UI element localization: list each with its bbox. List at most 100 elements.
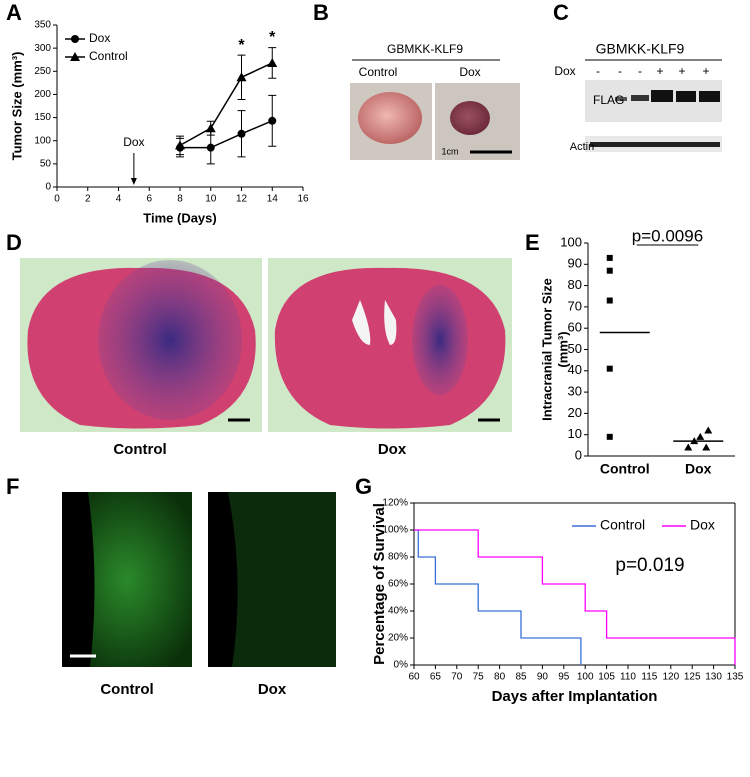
x-tick-label: 115 xyxy=(641,672,657,683)
x-tick-label: 120 xyxy=(662,672,679,683)
x-tick-label: 80 xyxy=(494,672,506,683)
b-title: GBMKK-KLF9 xyxy=(387,42,463,56)
marker xyxy=(606,365,613,372)
marker xyxy=(606,254,613,261)
x-tick-label: 70 xyxy=(451,672,463,683)
c-title: GBMKK-KLF9 xyxy=(596,41,685,57)
survival-line xyxy=(414,529,582,665)
x-tick-label: 130 xyxy=(705,672,722,683)
d-label: Dox xyxy=(378,441,407,458)
x-tick-label: 4 xyxy=(116,194,122,205)
marker xyxy=(684,443,693,451)
panel-letter: C xyxy=(553,0,569,25)
annotation: Dox xyxy=(123,135,144,149)
x-tick-label: 60 xyxy=(408,672,420,683)
y-tick-label: 80% xyxy=(388,552,408,563)
x-tick-label: 65 xyxy=(430,672,442,683)
legend-marker xyxy=(71,35,79,43)
panel-letter: G xyxy=(355,474,372,499)
marker xyxy=(236,72,247,82)
panel-c: GBMKK-KLF9 Dox - - - + + + FLAG Actin xyxy=(554,41,722,153)
p-value: p=0.019 xyxy=(615,555,684,576)
c-sign: + xyxy=(678,64,685,78)
x-tick-label: 10 xyxy=(205,194,217,205)
y-tick-label: 300 xyxy=(34,43,51,54)
c-band-label: FLAG xyxy=(593,93,624,107)
y-tick-label: 20% xyxy=(388,633,408,644)
y-axis-label: Tumor Size (mm³) xyxy=(9,52,24,161)
d-tumor xyxy=(98,260,242,420)
y-tick-label: 0 xyxy=(45,182,51,193)
y-axis-label: (mm³) xyxy=(555,331,570,367)
x-tick-label: 0 xyxy=(54,194,60,205)
d-brain xyxy=(274,267,506,429)
b-label: Dox xyxy=(459,65,480,79)
y-tick-label: 50 xyxy=(40,158,52,169)
c-band xyxy=(631,95,649,101)
annotation: * xyxy=(238,37,245,54)
y-tick-label: 20 xyxy=(568,405,582,420)
marker xyxy=(690,437,699,445)
y-tick-label: 10 xyxy=(568,426,582,441)
annotation: * xyxy=(269,29,276,46)
y-tick-label: 120% xyxy=(382,498,408,509)
marker xyxy=(702,443,711,451)
c-sign: - xyxy=(618,64,622,78)
y-axis-label: Percentage of Survival xyxy=(371,503,388,665)
legend-label: Dox xyxy=(690,517,715,533)
marker xyxy=(268,116,277,125)
x-axis-label: Days after Implantation xyxy=(492,688,658,705)
y-tick-label: 50 xyxy=(568,341,582,356)
c-row-label: Dox xyxy=(554,64,575,78)
y-tick-label: 60 xyxy=(568,320,582,335)
legend-label: Control xyxy=(600,517,645,533)
marker xyxy=(704,426,713,434)
y-tick-label: 200 xyxy=(34,89,51,100)
c-band xyxy=(676,91,696,102)
b-tumor xyxy=(450,101,490,135)
panel-f: Control Dox xyxy=(62,492,336,698)
legend-label: Control xyxy=(89,49,128,63)
marker xyxy=(206,143,215,152)
legend-marker xyxy=(70,52,80,61)
f-dark xyxy=(62,492,95,667)
y-tick-label: 100% xyxy=(382,525,408,536)
marker xyxy=(267,57,278,67)
c-band xyxy=(590,142,720,147)
c-band xyxy=(615,97,627,101)
x-tick-label: 8 xyxy=(177,194,183,205)
x-tick-label: 135 xyxy=(727,672,744,683)
y-tick-label: 350 xyxy=(34,20,51,31)
x-tick-label: 95 xyxy=(558,672,570,683)
c-band xyxy=(699,91,720,102)
y-tick-label: 60% xyxy=(388,579,408,590)
legend-label: Dox xyxy=(89,31,110,45)
marker xyxy=(237,129,246,138)
line xyxy=(180,120,273,149)
y-tick-label: 80 xyxy=(568,277,582,292)
y-axis-label: Intracranial Tumor Size xyxy=(539,278,554,421)
panel-letter: F xyxy=(6,474,19,499)
y-tick-label: 0 xyxy=(575,447,582,462)
marker xyxy=(175,140,185,150)
x-tick-label: 16 xyxy=(297,194,309,205)
y-tick-label: 100 xyxy=(34,135,51,146)
line xyxy=(179,62,273,146)
b-label: Control xyxy=(359,65,398,79)
x-tick-label: 105 xyxy=(598,672,615,683)
x-tick-label: 2 xyxy=(85,194,91,205)
x-tick-label: 75 xyxy=(473,672,485,683)
b-scale: 1cm xyxy=(441,146,458,156)
y-tick-label: 30 xyxy=(568,384,582,399)
f-label: Control xyxy=(100,681,153,698)
y-tick-label: 100 xyxy=(560,234,582,249)
b-tumor xyxy=(358,92,422,144)
y-tick-label: 40% xyxy=(388,606,408,617)
marker xyxy=(205,123,216,133)
x-tick-label: 100 xyxy=(577,672,594,683)
panel-b: GBMKK-KLF9 Control Dox 1cm xyxy=(350,42,520,160)
x-tick-label: Control xyxy=(600,461,650,477)
x-tick-label: 14 xyxy=(267,194,279,205)
x-tick-label: 110 xyxy=(620,672,636,683)
